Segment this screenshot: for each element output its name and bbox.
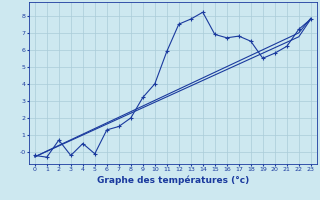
X-axis label: Graphe des températures (°c): Graphe des températures (°c) xyxy=(97,175,249,185)
